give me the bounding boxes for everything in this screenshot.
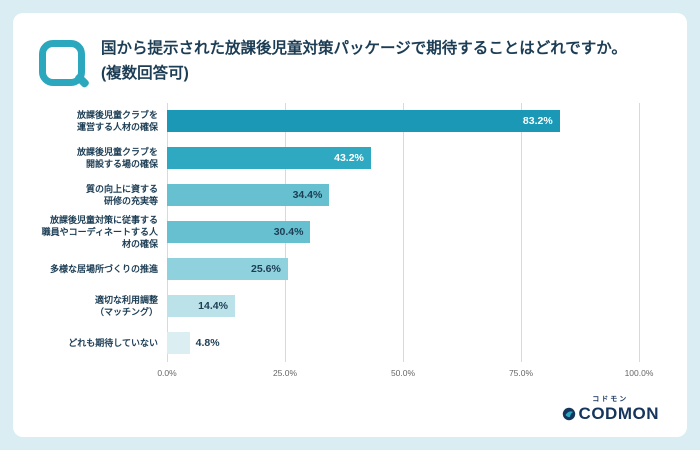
category-labels-column: 放課後児童クラブを 運営する人材の確保 放課後児童クラブを 開設する場の確保質の向… xyxy=(35,103,167,386)
category-label: 適切な利用調整 （マッチング） xyxy=(94,294,158,318)
question-line2: (複数回答可) xyxy=(101,64,189,82)
bar-row: 4.8% xyxy=(167,325,639,362)
value-label: 30.4% xyxy=(273,226,304,239)
bars-container: 83.2% 43.2% 34.4% 30.4% 25.6% 14.4% 4.8% xyxy=(167,103,639,362)
question-q-icon xyxy=(39,40,85,86)
value-label: 14.4% xyxy=(198,300,228,313)
value-label: 25.6% xyxy=(251,263,281,276)
bar-row: 83.2% xyxy=(167,103,639,140)
bar-row: 43.2% xyxy=(167,140,639,177)
x-tick-label: 50.0% xyxy=(390,367,416,378)
category-label: どれも期待していない xyxy=(68,338,158,349)
bar-chart: 放課後児童クラブを 運営する人材の確保 放課後児童クラブを 開設する場の確保質の向… xyxy=(35,102,653,386)
content-card: 国から提示された放課後児童対策パッケージで期待することはどれですか。 (複数回答… xyxy=(13,13,687,437)
codmon-logo-text: CODMON xyxy=(578,404,659,423)
gridline xyxy=(639,102,640,362)
bar-row: 34.4% xyxy=(167,177,639,214)
bar: 83.2% xyxy=(167,110,560,133)
gridline xyxy=(403,102,404,362)
bar: 25.6% xyxy=(167,258,288,281)
question-header: 国から提示された放課後児童対策パッケージで期待することはどれですか。 (複数回答… xyxy=(13,13,687,91)
bar: 34.4% xyxy=(167,184,330,207)
plot-area: 83.2% 43.2% 34.4% 30.4% 25.6% 14.4% 4.8% 0.0% 2… xyxy=(157,102,653,386)
bar: 30.4% xyxy=(167,221,311,244)
category-label: 多様な居場所づくりの推進 xyxy=(49,264,158,275)
x-tick-label: 75.0% xyxy=(508,367,534,378)
category-label: 放課後児童対策に従事する 職員やコーディネートする人 材の確保 xyxy=(41,214,158,250)
codmon-logo-kana: コドモン xyxy=(592,396,629,403)
x-axis: 0.0% 25.0% 50.0% 75.0% 100.0% xyxy=(157,367,653,386)
question-text: 国から提示された放課後児童対策パッケージで期待することはどれですか。 (複数回答… xyxy=(101,37,627,87)
bar-row: 25.6% xyxy=(167,251,639,288)
value-label: 43.2% xyxy=(334,152,364,165)
question-line1: 国から提示された放課後児童対策パッケージで期待することはどれですか。 xyxy=(101,40,627,57)
category-label: 放課後児童クラブを 運営する人材の確保 xyxy=(76,109,158,133)
category-label: 放課後児童クラブを 開設する場の確保 xyxy=(76,146,158,170)
value-label: 4.8% xyxy=(195,337,220,350)
category-label: 質の向上に資する 研修の充実等 xyxy=(85,183,158,207)
value-label: 83.2% xyxy=(522,115,553,128)
bar: 4.8% xyxy=(167,332,220,355)
bar: 14.4% xyxy=(167,295,235,318)
bar-row: 30.4% xyxy=(167,214,639,251)
value-label: 34.4% xyxy=(292,189,323,202)
x-tick-label: 25.0% xyxy=(272,367,298,378)
gridline xyxy=(521,102,522,362)
x-tick-label: 100.0% xyxy=(624,367,654,378)
codmon-logo-row: CODMON xyxy=(562,404,659,424)
x-tick-label: 0.0% xyxy=(157,367,177,378)
bar: 43.2% xyxy=(167,147,371,170)
bar-row: 14.4% xyxy=(167,288,639,325)
codmon-logo: コドモン CODMON xyxy=(562,394,659,424)
codmon-bird-icon xyxy=(562,407,576,421)
